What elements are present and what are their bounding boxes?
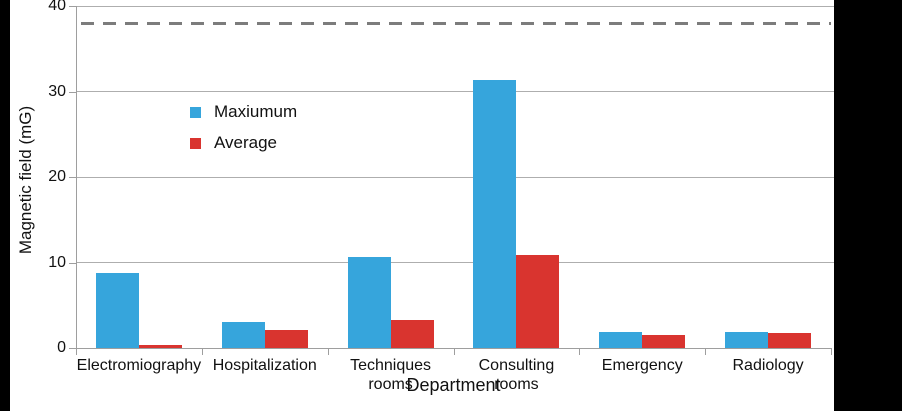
category-label-3: Consulting rooms (478, 357, 555, 394)
bar-maxiumum-0 (95, 272, 139, 348)
y-tick-label-10: 10 (48, 253, 66, 271)
legend-label-maxiumum: Maxiumum (214, 102, 298, 121)
y-tick-20 (69, 177, 76, 178)
category-label-4: Emergency (601, 357, 683, 374)
y-tick-30 (69, 91, 76, 93)
x-tick-3 (453, 349, 455, 355)
bar-maxiumum-5 (725, 331, 769, 348)
y-tick-10 (69, 262, 76, 264)
x-tick-6 (831, 349, 832, 355)
reference-line (81, 21, 831, 25)
bar-average-2 (390, 319, 434, 348)
legend: Maxiumum Average (190, 102, 297, 164)
y-tick-label-0: 0 (57, 339, 66, 356)
category-label-1: Hospitalization (212, 357, 317, 374)
bar-average-3 (516, 254, 560, 348)
category-label-0: Electromiography (76, 357, 202, 374)
y-tick-40 (69, 6, 76, 7)
bar-average-0 (138, 345, 182, 348)
y-tick-label-20: 20 (48, 168, 66, 185)
x-tick-1 (201, 349, 203, 355)
legend-swatch-average (190, 137, 201, 149)
gridline-40 (76, 5, 834, 7)
bar-maxiumum-4 (599, 331, 643, 348)
right-black-bar (834, 0, 902, 411)
x-tick-2 (327, 349, 329, 355)
x-tick-5 (705, 349, 707, 355)
bar-maxiumum-3 (473, 80, 517, 348)
y-axis (76, 6, 77, 348)
x-axis-title: Department (406, 375, 501, 395)
x-axis (76, 348, 832, 349)
x-tick-0 (76, 349, 77, 355)
gridline-20 (76, 176, 834, 178)
bar-average-4 (642, 335, 686, 348)
y-tick-0 (69, 348, 76, 349)
legend-item-maxiumum: Maxiumum (190, 102, 297, 122)
category-label-2: Techniques rooms (350, 357, 432, 394)
bar-average-5 (768, 333, 812, 348)
x-tick-4 (579, 349, 581, 355)
bar-maxiumum-2 (347, 257, 391, 348)
legend-item-average: Average (190, 133, 297, 153)
category-label-5: Radiology (732, 357, 804, 374)
legend-swatch-maxiumum (190, 106, 201, 118)
y-axis-title: Magnetic field (mG) (16, 105, 35, 255)
gridline-10 (76, 262, 834, 263)
left-black-bar (0, 0, 10, 411)
bar-maxiumum-1 (221, 322, 265, 348)
bar-average-1 (264, 330, 308, 348)
gridline-30 (76, 91, 834, 92)
y-tick-label-40: 40 (48, 0, 66, 14)
legend-label-average: Average (214, 133, 278, 152)
y-tick-label-30: 30 (48, 82, 66, 100)
